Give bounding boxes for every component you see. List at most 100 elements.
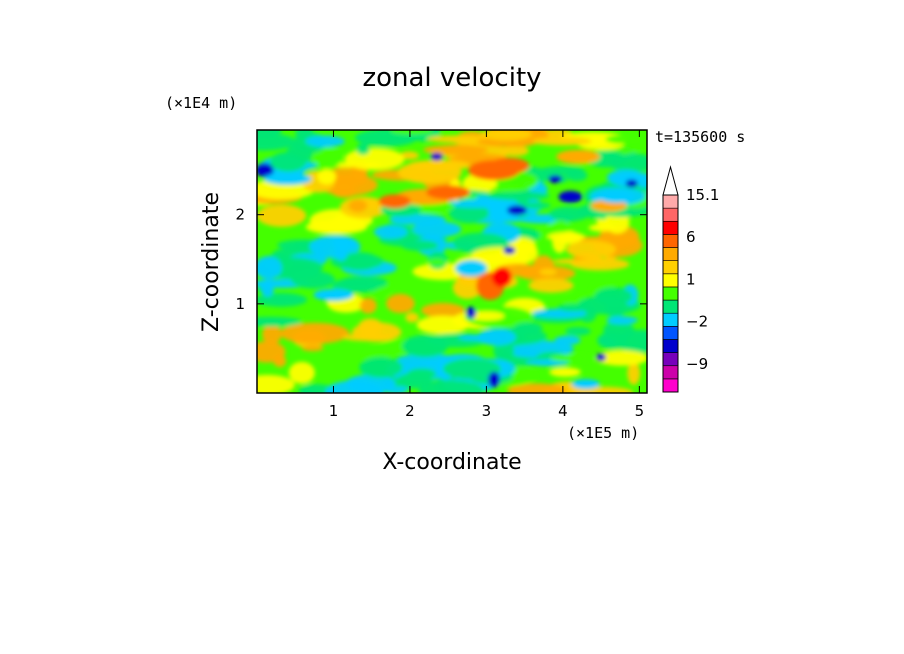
field-blob — [513, 322, 543, 335]
colorbar-extend-max — [662, 165, 679, 196]
field-blob — [355, 130, 418, 147]
x-tick-label-0: 1 — [329, 402, 339, 420]
field-blob — [556, 149, 601, 164]
field-blob — [356, 143, 370, 155]
velocity-field — [257, 130, 647, 393]
field-blob — [442, 358, 502, 380]
field-blobs — [257, 130, 647, 393]
x-tick-label-1: 2 — [405, 402, 415, 420]
colorbar-swatch-7 — [662, 286, 679, 301]
field-blob — [290, 270, 335, 289]
field-blob — [606, 169, 644, 185]
field-blob — [339, 252, 380, 271]
field-blob — [351, 322, 402, 342]
field-blob — [257, 179, 316, 200]
field-blob — [305, 219, 368, 235]
field-blob — [489, 157, 530, 174]
field-blob — [269, 151, 307, 172]
colorbar-swatch-4 — [662, 326, 679, 340]
field-blob — [373, 225, 408, 239]
field-blob — [539, 166, 585, 176]
y-tick-label-0: 1 — [235, 295, 245, 313]
field-blob — [549, 354, 596, 362]
field-blob — [288, 361, 315, 384]
field-blob — [359, 297, 377, 314]
field-blob — [507, 205, 527, 216]
y-unit-label: (×1E4 m) — [165, 94, 237, 112]
time-label: t=135600 s — [655, 128, 745, 146]
colorbar-swatch-10 — [662, 247, 679, 261]
field-blob — [386, 293, 415, 314]
field-blob — [378, 194, 411, 209]
field-blob — [426, 185, 471, 200]
field-blob — [500, 145, 529, 157]
field-blob — [257, 204, 307, 227]
y-axis-label: Z-coordinate — [199, 192, 224, 332]
field-blob — [558, 190, 583, 203]
field-blob — [605, 134, 647, 145]
field-blob — [257, 256, 282, 280]
colorbar-label-3: −2 — [686, 313, 708, 331]
field-blob — [548, 175, 563, 184]
colorbar-swatch-2 — [662, 352, 679, 367]
field-blob — [547, 232, 586, 242]
field-blob — [418, 380, 484, 393]
field-blob — [625, 179, 638, 188]
field-blob — [334, 239, 349, 261]
field-blob — [331, 185, 358, 198]
field-blob — [397, 161, 462, 184]
colorbar-label-0: 15.1 — [686, 186, 719, 204]
field-blob — [261, 280, 274, 297]
field-blob — [423, 144, 489, 155]
field-blob — [359, 357, 403, 378]
field-blob — [491, 267, 512, 288]
field-blob — [539, 268, 557, 276]
field-blob — [455, 260, 488, 277]
field-blob — [596, 353, 607, 362]
x-axis: 1 2 3 4 5 — [329, 130, 644, 420]
field-blob — [344, 147, 405, 171]
colorbar-swatch-6 — [662, 299, 679, 314]
field-blob — [477, 328, 516, 346]
field-blob — [421, 302, 465, 318]
chart-title: zonal velocity — [362, 63, 541, 93]
field-blob — [507, 383, 567, 393]
plot-frame — [256, 129, 648, 394]
colorbar-swatch-5 — [662, 312, 679, 327]
field-blob — [262, 324, 282, 345]
field-blob — [493, 340, 515, 361]
field-blob — [273, 355, 287, 368]
field-blob — [571, 379, 600, 390]
field-blob — [595, 350, 647, 366]
field-blob — [430, 152, 443, 161]
field-blob — [348, 199, 368, 213]
field-blob — [565, 326, 591, 336]
field-blob — [503, 246, 516, 255]
field-blob — [399, 151, 420, 160]
colorbar-swatch-0 — [662, 378, 679, 393]
field-blob — [566, 240, 616, 259]
field-blob — [257, 132, 296, 151]
field-blob — [490, 205, 510, 223]
field-blob — [597, 331, 629, 350]
colorbar-swatch-11 — [662, 234, 679, 248]
colorbar-swatch-3 — [662, 339, 679, 353]
field-blob — [627, 361, 641, 385]
colorbar: 15.1 6 1 −2 −9 — [662, 165, 719, 393]
field-blob — [301, 345, 324, 352]
field-blob — [257, 292, 308, 307]
y-axis: 12 — [235, 206, 647, 313]
field-blob — [263, 173, 312, 186]
x-tick-label-4: 5 — [635, 402, 645, 420]
field-blob — [532, 136, 592, 146]
colorbar-label-4: −9 — [686, 355, 708, 373]
x-tick-label-2: 3 — [482, 402, 492, 420]
field-blob — [525, 359, 569, 367]
field-blob — [594, 287, 633, 306]
colorbar-frame — [662, 194, 679, 393]
colorbar-swatch-9 — [662, 260, 679, 275]
colorbar-swatch-14 — [662, 194, 679, 209]
x-unit-label: (×1E5 m) — [567, 424, 639, 442]
